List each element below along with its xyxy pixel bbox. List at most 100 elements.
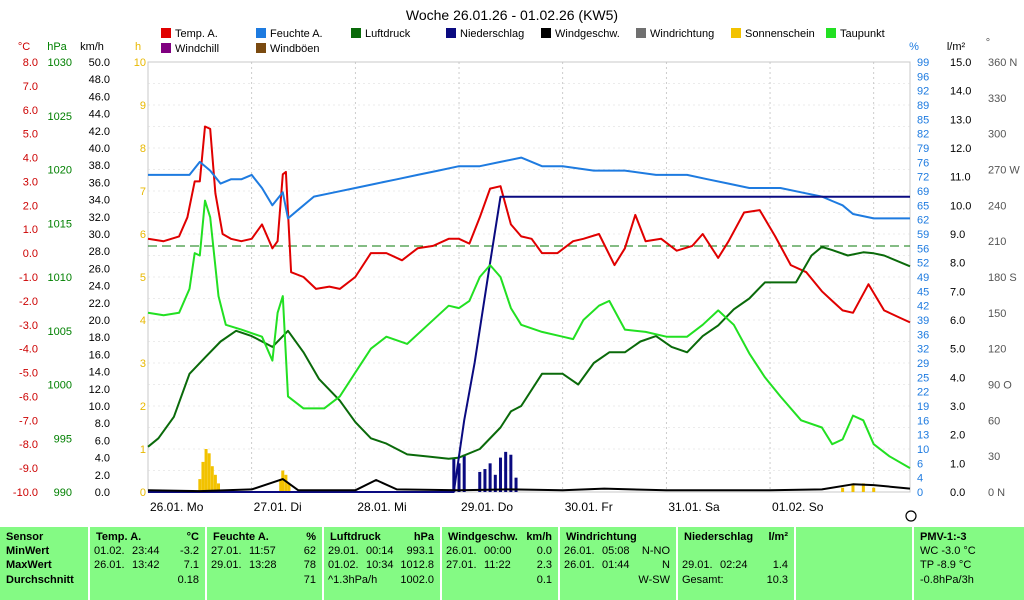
axis-tick-rain: 12.0 [950,143,971,155]
axis-tick-sun: 0 [140,487,146,499]
axis-tick-sun: 3 [140,358,146,370]
axis-tick-rain: 11.0 [950,172,971,184]
axis-tick-direction: 360 N [988,57,1017,69]
table-cell: 27.01. [446,559,477,572]
bar-sonnenschein [279,479,283,492]
axis-tick-humidity: 49 [917,272,929,284]
axis-tick-humidity: 36 [917,329,929,341]
axis-tick-humidity: 69 [917,186,929,198]
axis-tick-wind: 12.0 [89,384,110,396]
axis-tick-humidity: 32 [917,344,929,356]
axis-tick-temp: 4.0 [23,153,38,165]
table-cell: 78 [303,559,316,572]
bar-sonnenschein [284,474,288,492]
axis-tick-humidity: 16 [917,415,929,427]
axis-tick-direction: 300 [988,129,1006,141]
legend-item: Temp. A. [175,28,218,40]
axis-tick-temp: 0.0 [23,248,38,260]
axis-tick-humidity: 22 [917,387,929,399]
axis-tick-temp: -5.0 [19,368,38,380]
axis-tick-humidity: 82 [917,129,929,141]
axis-tick-humidity: 59 [917,229,929,241]
axis-unit-humidity: % [909,41,919,53]
axis-tick-humidity: 19 [917,401,929,413]
table-cell: 26.01. [94,559,125,572]
table-column: Luftdruck hPa 29.01. 00:14 993.1 01.02. 10:34 1… [324,527,440,600]
table-cell: 0.0 [536,545,552,558]
axis-tick-direction: 0 N [988,487,1005,499]
axis-unit-direction: ° [986,37,990,49]
table-cell: 0.18 [177,573,199,586]
table-cell: W-SW [638,573,670,586]
table-cell: -0.8hPa/3h [920,573,974,586]
bar-niederschlag-menge [498,457,502,492]
legend-item: Taupunkt [840,28,885,40]
axis-tick-rain: 8.0 [950,258,965,270]
bar-sonnenschein [201,461,205,492]
table-cell: 10.3 [766,573,788,586]
axis-tick-direction: 330 [988,93,1006,105]
axis-tick-wind: 36.0 [89,177,110,189]
axis-tick-wind: 44.0 [89,109,110,121]
axis-tick-temp: -7.0 [19,415,38,427]
table-cell: -3.2 [180,545,199,558]
table-cell: 1002.0 [400,573,434,586]
table-header: Sensor [6,531,44,543]
axis-tick-sun: 9 [140,100,146,112]
axis-tick-temp: 1.0 [23,224,38,236]
legend-item: Sonnenschein [745,28,815,40]
axis-tick-wind: 30.0 [89,229,110,241]
table-cell: WC -3.0 °C [920,545,976,558]
axis-tick-wind: 40.0 [89,143,110,155]
axis-tick-temp: -3.0 [19,320,38,332]
axis-tick-humidity: 4 [917,473,923,485]
table-cell: 11:57 [249,545,276,558]
axis-tick-pressure: 1020 [48,165,72,177]
table-cell: Durchschnitt [6,573,74,586]
axis-tick-temp: 5.0 [23,129,38,141]
table-cell: 00:00 [484,545,512,558]
axis-tick-temp: -1.0 [19,272,38,284]
bar-sonnenschein [281,470,285,492]
axis-tick-wind: 22.0 [89,298,110,310]
table-cell: 23:44 [132,545,160,558]
axis-tick-humidity: 92 [917,86,929,98]
axis-tick-pressure: 1015 [48,218,72,230]
axis-tick-sun: 5 [140,272,146,284]
legend: Temp. A. Feuchte A. Luftdruck Niederschlag W… [161,28,885,55]
grid [147,61,911,493]
legend-swatch [161,43,171,53]
table-unit: hPa [413,531,434,543]
bar-niederschlag-menge [462,454,466,492]
table-unit: % [306,531,316,543]
axis-tick-pressure: 1025 [48,111,72,123]
chart-title: Woche 26.01.26 - 01.02.26 (KW5) [406,7,618,23]
axis-tick-rain: 9.0 [950,229,965,241]
axis-tick-temp: -8.0 [19,439,38,451]
axis-tick-rain: 13.0 [950,114,971,126]
axis-tick-humidity: 29 [917,358,929,370]
axis-tick-wind: 32.0 [89,212,110,224]
legend-item: Feuchte A. [270,28,323,40]
axis-tick-humidity: 10 [917,444,929,456]
axis-tick-wind: 28.0 [89,246,110,258]
table-cell: 1012.8 [400,559,434,572]
legend-swatch [351,28,361,38]
axis-tick-direction: 90 O [988,380,1012,392]
series-niederschlag [148,195,910,493]
bar-sonnenschein [841,487,845,492]
table-cell: 1.4 [772,559,788,572]
table-cell: 05:08 [602,545,630,558]
axis-tick-rain: 4.0 [950,372,965,384]
axis-tick-rain: 14.0 [950,86,971,98]
table-column: Temp. A. °C 01.02. 23:44 -3.2 26.01. 13:42 7.1 0… [90,527,205,600]
axis-tick-humidity: 65 [917,200,929,212]
table-header: Luftdruck [330,531,381,543]
axis-tick-sun: 4 [140,315,146,327]
axis-tick-rain: 6.0 [950,315,965,327]
table-cell: 26.01. [446,545,477,558]
axis-tick-sun: 2 [140,401,146,413]
table-cell: 01.02. [328,559,359,572]
series-temp-a- [147,125,911,324]
table-header: Feuchte A. [213,531,269,543]
